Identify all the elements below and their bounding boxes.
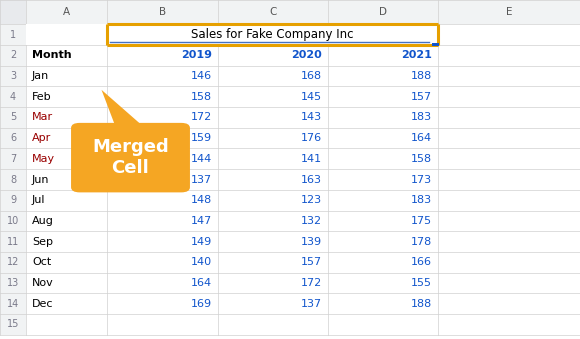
Text: 2019: 2019 — [181, 51, 212, 60]
Bar — [433, 43, 439, 46]
Text: D: D — [379, 7, 387, 17]
Text: Merged
Cell: Merged Cell — [92, 138, 169, 177]
Text: 149: 149 — [190, 237, 212, 246]
Text: A: A — [63, 7, 70, 17]
Text: 7: 7 — [10, 154, 16, 164]
Text: Nov: Nov — [32, 278, 53, 288]
Text: 157: 157 — [411, 92, 432, 102]
Text: 139: 139 — [301, 237, 322, 246]
Text: 159: 159 — [191, 133, 212, 143]
Text: Jun: Jun — [32, 175, 49, 184]
Text: E: E — [506, 7, 512, 17]
Text: 155: 155 — [411, 278, 432, 288]
Text: 173: 173 — [411, 175, 432, 184]
Text: 132: 132 — [301, 216, 322, 226]
Text: Aug: Aug — [32, 216, 54, 226]
Text: B: B — [159, 7, 166, 17]
Text: Jul: Jul — [32, 195, 45, 205]
Text: Month: Month — [32, 51, 71, 60]
Bar — [26, 0, 580, 24]
Text: C: C — [269, 7, 276, 17]
Text: 3: 3 — [10, 71, 16, 81]
Text: 188: 188 — [411, 299, 432, 308]
Text: 123: 123 — [301, 195, 322, 205]
Text: 141: 141 — [301, 154, 322, 164]
Polygon shape — [102, 90, 145, 128]
Text: 140: 140 — [191, 257, 212, 267]
Text: 157: 157 — [301, 257, 322, 267]
Text: 168: 168 — [301, 71, 322, 81]
Text: 172: 172 — [190, 113, 212, 122]
Text: Sales for Fake Company Inc: Sales for Fake Company Inc — [191, 28, 354, 41]
Bar — [107, 24, 438, 45]
Text: 12: 12 — [7, 257, 19, 267]
Text: 145: 145 — [301, 92, 322, 102]
Text: 158: 158 — [411, 154, 432, 164]
Text: 178: 178 — [411, 237, 432, 246]
Text: 183: 183 — [411, 113, 432, 122]
Text: 9: 9 — [10, 195, 16, 205]
Text: 183: 183 — [411, 195, 432, 205]
Text: 13: 13 — [7, 278, 19, 288]
Text: 175: 175 — [411, 216, 432, 226]
Text: 2020: 2020 — [291, 51, 322, 60]
Text: Oct: Oct — [32, 257, 51, 267]
Text: 188: 188 — [411, 71, 432, 81]
Text: Dec: Dec — [32, 299, 53, 308]
Text: 143: 143 — [301, 113, 322, 122]
Text: 158: 158 — [191, 92, 212, 102]
Text: 2021: 2021 — [401, 51, 432, 60]
Text: 163: 163 — [301, 175, 322, 184]
Text: 4: 4 — [10, 92, 16, 102]
Text: Jan: Jan — [32, 71, 49, 81]
Bar — [0, 0, 26, 335]
Text: 169: 169 — [191, 299, 212, 308]
Bar — [26, 24, 107, 45]
Text: 137: 137 — [191, 175, 212, 184]
Text: 6: 6 — [10, 133, 16, 143]
Text: 137: 137 — [301, 299, 322, 308]
Text: 14: 14 — [7, 299, 19, 308]
Text: 164: 164 — [191, 278, 212, 288]
Text: 146: 146 — [191, 71, 212, 81]
Text: 10: 10 — [7, 216, 19, 226]
Text: 2: 2 — [10, 51, 16, 60]
Text: 8: 8 — [10, 175, 16, 184]
Text: 176: 176 — [301, 133, 322, 143]
Text: Sep: Sep — [32, 237, 53, 246]
Bar — [0, 0, 26, 24]
Text: 5: 5 — [10, 113, 16, 122]
Text: Feb: Feb — [32, 92, 52, 102]
Text: 1: 1 — [10, 30, 16, 40]
Text: Apr: Apr — [32, 133, 51, 143]
FancyBboxPatch shape — [71, 123, 190, 193]
Text: 15: 15 — [7, 319, 19, 329]
Text: 144: 144 — [190, 154, 212, 164]
Text: 147: 147 — [190, 216, 212, 226]
Text: 172: 172 — [300, 278, 322, 288]
Text: 148: 148 — [190, 195, 212, 205]
Text: 11: 11 — [7, 237, 19, 246]
Text: Mar: Mar — [32, 113, 53, 122]
Text: May: May — [32, 154, 55, 164]
Text: 164: 164 — [411, 133, 432, 143]
Text: 166: 166 — [411, 257, 432, 267]
